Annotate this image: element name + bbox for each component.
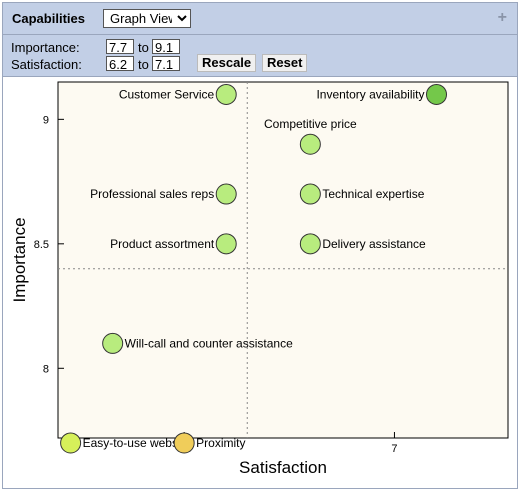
satisfaction-to-label: to [138, 57, 149, 72]
data-point [60, 432, 82, 454]
panel-title: Capabilities [12, 11, 85, 26]
data-point-label: Customer Service [119, 87, 215, 101]
importance-to-label: to [138, 40, 149, 55]
plus-icon[interactable]: + [497, 9, 507, 26]
data-point-label: Competitive price [264, 117, 357, 131]
data-point [215, 83, 237, 105]
plot-area [57, 81, 509, 439]
data-point-label: Will-call and counter assistance [125, 336, 293, 350]
data-point-label: Delivery assistance [322, 237, 426, 251]
x-axis-title: Satisfaction [239, 458, 327, 477]
y-axis-title: Importance [10, 217, 29, 302]
data-point-label: Product assortment [110, 237, 215, 251]
panel-header: Capabilities Graph View + [3, 3, 517, 35]
data-point-label: Technical expertise [322, 187, 424, 201]
rescale-button[interactable]: Rescale [197, 54, 257, 72]
data-point [299, 233, 321, 255]
y-tick-label: 9 [43, 114, 49, 126]
data-point [426, 83, 448, 105]
satisfaction-to-input[interactable]: 7.1 [152, 56, 180, 72]
data-point [173, 432, 195, 454]
reset-button[interactable]: Reset [262, 54, 308, 72]
x-tick-label: 7 [391, 443, 397, 455]
data-point [215, 233, 237, 255]
data-point-label: Inventory availability [316, 87, 424, 101]
y-tick-label: 8.5 [34, 239, 49, 251]
data-point-label: Easy-to-use website [83, 436, 191, 450]
data-point [102, 332, 124, 354]
view-select[interactable]: Graph View [103, 9, 191, 28]
data-point-label: Professional sales reps [90, 187, 214, 201]
importance-label: Importance: [11, 40, 80, 55]
data-point [215, 183, 237, 205]
importance-from-input[interactable]: 7.7 [106, 39, 134, 55]
satisfaction-from-input[interactable]: 6.2 [106, 56, 134, 72]
range-controls: Importance: 7.7 to 9.1 Satisfaction: 6.2… [3, 35, 517, 77]
capabilities-panel: Capabilities Graph View + Importance: 7.… [2, 2, 518, 489]
importance-to-input[interactable]: 9.1 [152, 39, 180, 55]
data-point-label: Proximity [196, 436, 245, 450]
data-point [299, 133, 321, 155]
y-tick-label: 8 [43, 363, 49, 375]
satisfaction-label: Satisfaction: [11, 57, 82, 72]
data-point [299, 183, 321, 205]
